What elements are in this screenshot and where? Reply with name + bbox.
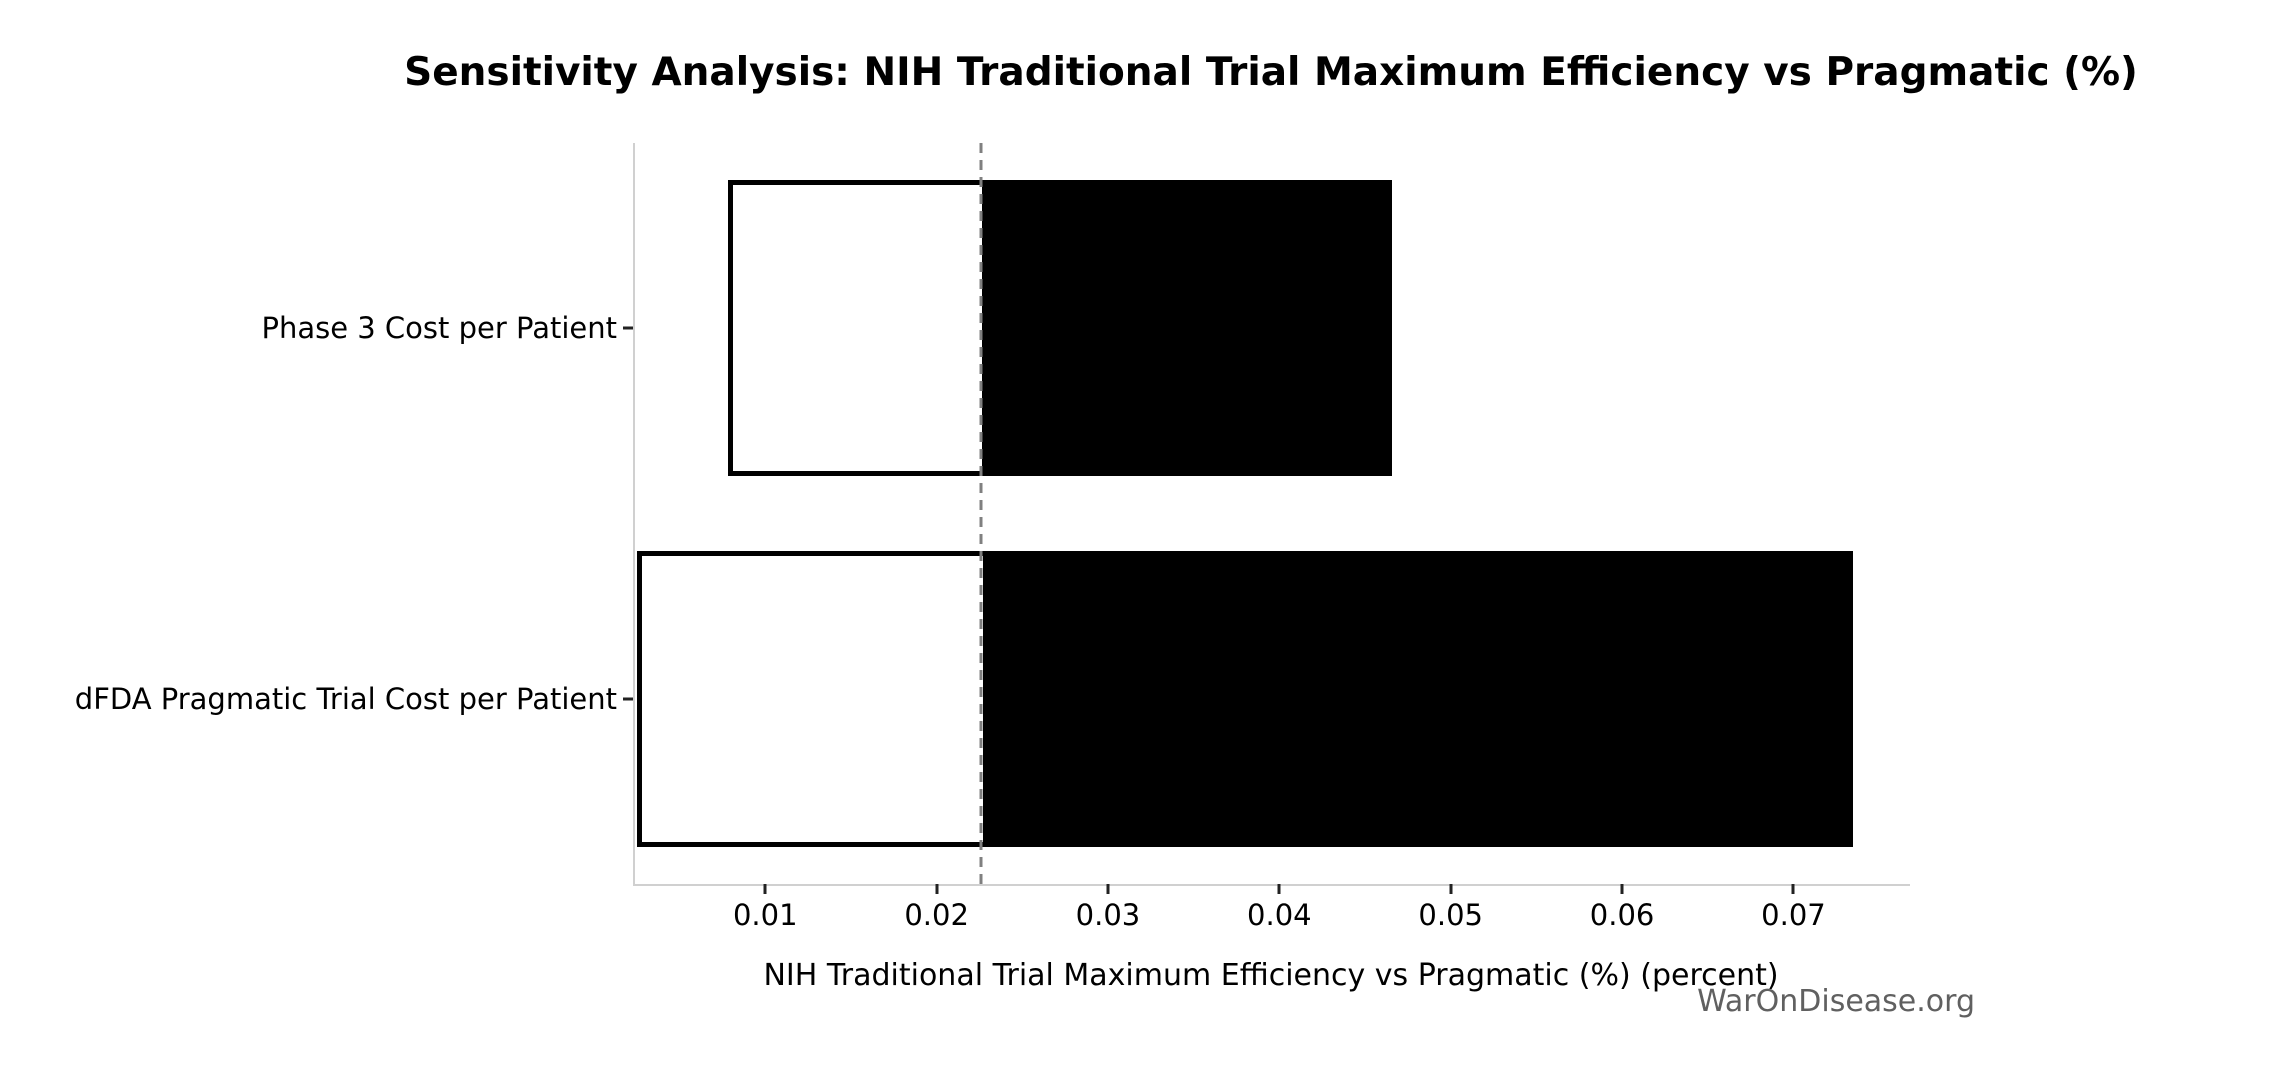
x-axis-tick-label: 0.01 xyxy=(732,898,798,932)
y-axis-tick xyxy=(623,326,633,330)
x-axis-tick-label: 0.03 xyxy=(1075,898,1141,932)
x-axis-tick xyxy=(1449,884,1453,894)
bar-high-segment xyxy=(982,185,1388,472)
plot-area: Phase 3 Cost per Patient dFDA Pragmatic T… xyxy=(75,143,1910,932)
tornado-bar xyxy=(636,550,1854,847)
baseline-dashed-line xyxy=(979,143,983,884)
watermark-text: WarOnDisease.org xyxy=(1697,984,1975,1019)
chart-title: Sensitivity Analysis: NIH Traditional Tr… xyxy=(404,50,2138,95)
y-axis-category-label: dFDA Pragmatic Trial Cost per Patient xyxy=(74,681,617,716)
x-axis-tick xyxy=(1106,884,1110,894)
x-axis-tick-label: 0.05 xyxy=(1418,898,1484,932)
x-axis-tick-label: 0.06 xyxy=(1589,898,1655,932)
bar-high-segment xyxy=(983,555,1849,842)
y-axis-category-label: Phase 3 Cost per Patient xyxy=(261,311,617,346)
y-axis-tick xyxy=(623,697,633,701)
x-axis-tick xyxy=(1620,884,1624,894)
x-axis-tick-label: 0.07 xyxy=(1761,898,1826,932)
x-axis-tick xyxy=(1277,884,1281,894)
x-axis-tick xyxy=(763,884,767,894)
x-axis-tick xyxy=(935,884,939,894)
x-axis-tick-label: 0.02 xyxy=(904,898,969,932)
tornado-bar xyxy=(727,180,1393,477)
x-axis-tick xyxy=(1791,884,1795,894)
x-axis-label: NIH Traditional Trial Maximum Efficiency… xyxy=(763,958,1779,993)
x-axis-tick-label: 0.04 xyxy=(1247,898,1312,932)
